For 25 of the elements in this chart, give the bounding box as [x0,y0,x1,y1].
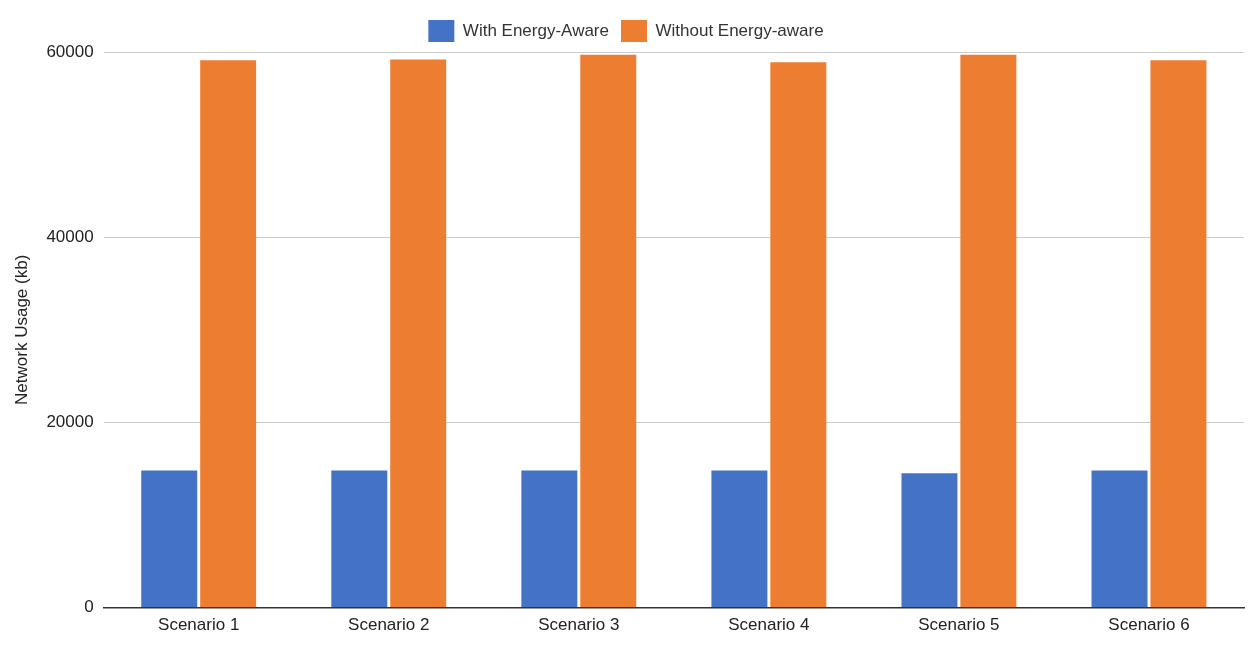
x-tick-label: Scenario 3 [538,615,620,635]
x-tick-label: Scenario 6 [1108,615,1190,635]
y-tick-label: 60000 [46,41,94,61]
x-tick-label: Scenario 1 [158,615,240,635]
bar [960,54,1017,608]
bar [521,470,578,608]
y-tick-label: 0 [84,597,94,617]
bar [390,59,447,608]
bar [901,473,958,608]
x-tick-label: Scenario 4 [728,615,810,635]
bar [770,62,827,608]
bar [331,470,388,608]
legend-label: Without Energy-aware [655,20,824,40]
bar [141,470,198,608]
y-tick-label: 40000 [46,226,94,246]
y-axis-title: Network Usage (kb) [11,254,31,405]
bar [580,54,637,608]
x-tick-label: Scenario 2 [348,615,430,635]
bar [711,470,768,608]
legend-label: With Energy-Aware [462,20,609,40]
x-tick-label: Scenario 5 [918,615,1000,635]
bar [200,60,257,608]
y-tick-label: 20000 [46,412,94,432]
bar [1091,470,1148,608]
bar [1150,60,1207,608]
